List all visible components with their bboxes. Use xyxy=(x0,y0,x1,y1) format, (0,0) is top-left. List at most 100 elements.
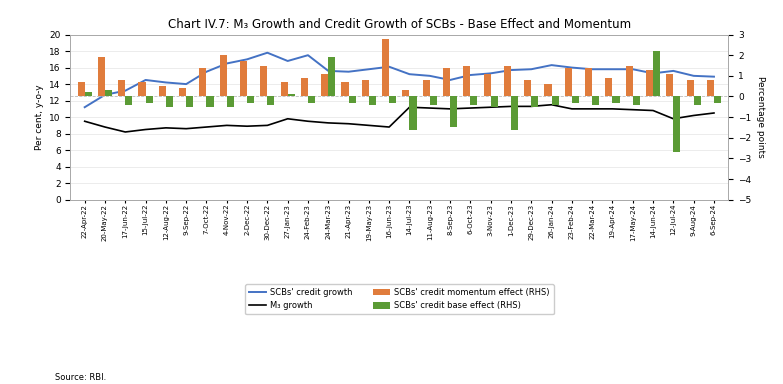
Bar xyxy=(301,78,308,96)
Bar xyxy=(240,61,247,96)
Bar xyxy=(260,66,267,96)
M₃ growth xyxy=(344,121,353,126)
Bar xyxy=(220,55,227,96)
Bar xyxy=(551,96,559,105)
Bar xyxy=(362,80,369,96)
Bar xyxy=(146,96,153,103)
M₃ growth xyxy=(628,108,637,112)
SCBs' credit growth xyxy=(344,70,353,74)
M₃ growth xyxy=(669,116,678,121)
M₃ growth xyxy=(486,105,496,109)
M₃ growth xyxy=(80,119,89,124)
Bar xyxy=(633,96,640,105)
SCBs' credit growth xyxy=(405,72,414,76)
M₃ growth xyxy=(547,103,556,107)
SCBs' credit growth xyxy=(121,88,130,93)
Bar xyxy=(207,96,214,107)
Bar xyxy=(382,39,389,96)
Bar xyxy=(653,51,660,96)
SCBs' credit growth xyxy=(648,71,658,76)
M₃ growth xyxy=(527,104,536,109)
Bar xyxy=(707,80,714,96)
Bar xyxy=(646,70,653,96)
M₃ growth xyxy=(608,107,617,111)
Y-axis label: Percentage points: Percentage points xyxy=(756,76,765,158)
M₃ growth xyxy=(323,121,333,125)
SCBs' credit growth xyxy=(466,73,475,77)
Bar xyxy=(524,80,532,96)
Bar xyxy=(471,96,478,105)
Bar xyxy=(585,68,592,96)
SCBs' credit growth xyxy=(262,50,272,55)
Text: Source: RBI.: Source: RBI. xyxy=(55,373,106,382)
Bar xyxy=(227,96,234,107)
M₃ growth xyxy=(689,113,698,118)
M₃ growth xyxy=(567,107,576,111)
Bar xyxy=(308,96,315,103)
SCBs' credit growth xyxy=(161,80,171,85)
Bar xyxy=(430,96,437,105)
Bar xyxy=(179,88,186,96)
Bar xyxy=(694,96,701,105)
M₃ growth xyxy=(384,125,394,129)
SCBs' credit growth xyxy=(384,65,394,69)
M₃ growth xyxy=(405,105,414,109)
M₃ growth xyxy=(161,126,171,130)
M₃ growth xyxy=(121,130,130,134)
Bar xyxy=(125,96,132,105)
Bar xyxy=(504,66,511,96)
SCBs' credit growth xyxy=(669,69,678,73)
Bar xyxy=(626,66,633,96)
Bar xyxy=(687,80,694,96)
Bar xyxy=(321,74,328,96)
M₃ growth xyxy=(141,127,150,132)
Bar xyxy=(287,94,294,96)
SCBs' credit growth xyxy=(709,74,719,79)
Bar xyxy=(341,82,348,96)
Bar xyxy=(410,96,417,129)
Bar xyxy=(389,96,396,103)
M₃ growth xyxy=(648,108,658,113)
Title: Chart IV.7: M₃ Growth and Credit Growth of SCBs - Base Effect and Momentum: Chart IV.7: M₃ Growth and Credit Growth … xyxy=(168,18,631,31)
Bar xyxy=(450,96,457,127)
SCBs' credit growth xyxy=(587,67,597,71)
Bar xyxy=(544,84,551,96)
Bar xyxy=(532,96,539,107)
Bar xyxy=(98,57,105,96)
Legend: SCBs' credit growth, M₃ growth, SCBs' credit momentum effect (RHS), SCBs' credit: SCBs' credit growth, M₃ growth, SCBs' cr… xyxy=(245,284,554,314)
SCBs' credit growth xyxy=(486,71,496,76)
Bar xyxy=(200,68,207,96)
Bar xyxy=(402,90,410,96)
Bar xyxy=(186,96,193,107)
SCBs' credit growth xyxy=(567,65,576,70)
Bar xyxy=(267,96,275,105)
Bar xyxy=(85,93,92,96)
M₃ growth xyxy=(100,125,110,129)
Bar xyxy=(369,96,376,105)
Bar xyxy=(484,74,491,96)
M₃ growth xyxy=(425,106,435,110)
Bar xyxy=(139,82,146,96)
SCBs' credit growth xyxy=(547,63,556,68)
SCBs' credit growth xyxy=(446,78,455,82)
M₃ growth xyxy=(466,106,475,110)
Bar xyxy=(605,78,612,96)
SCBs' credit growth xyxy=(364,67,373,71)
Bar xyxy=(511,96,518,129)
M₃ growth xyxy=(262,123,272,127)
M₃ growth xyxy=(446,107,455,111)
M₃ growth xyxy=(303,119,312,124)
SCBs' credit growth xyxy=(689,74,698,78)
Bar xyxy=(348,96,355,103)
Bar xyxy=(443,68,450,96)
M₃ growth xyxy=(587,107,597,111)
Bar xyxy=(572,96,579,103)
Bar xyxy=(280,82,287,96)
Bar xyxy=(714,96,721,103)
Line: SCBs' credit growth: SCBs' credit growth xyxy=(85,53,714,107)
SCBs' credit growth xyxy=(507,68,516,72)
Bar xyxy=(166,96,173,107)
SCBs' credit growth xyxy=(141,78,150,82)
Bar xyxy=(592,96,599,105)
SCBs' credit growth xyxy=(80,105,89,109)
